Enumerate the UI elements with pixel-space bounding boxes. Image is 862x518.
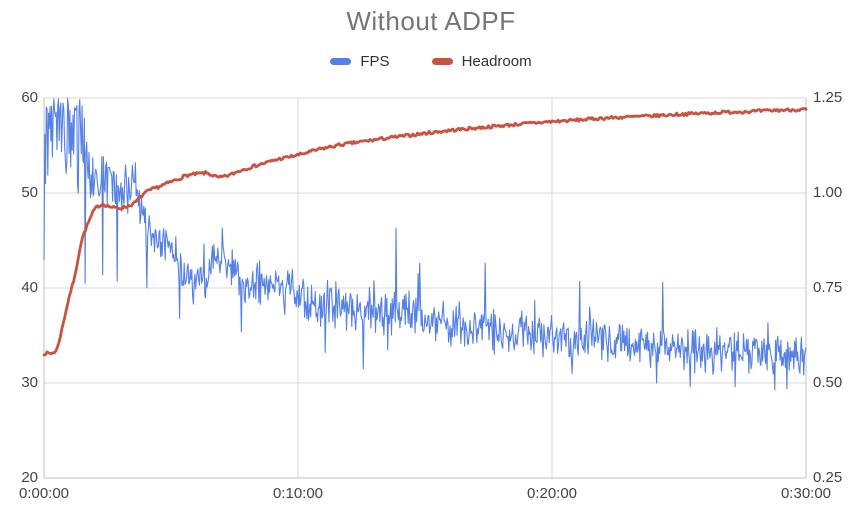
y-left-tick-label: 40	[21, 279, 38, 296]
x-axis-tick-label: 0:20:00	[526, 485, 578, 502]
x-axis-tick-label: 0:10:00	[272, 485, 324, 502]
fps-legend-label: FPS	[360, 53, 390, 70]
y-right-tick-label: 1.00	[813, 184, 843, 201]
headroom-line	[42, 107, 808, 357]
y-left-tick-label: 60	[21, 89, 38, 106]
headroom-legend-swatch-icon	[431, 58, 453, 65]
y-right-tick-label: 1.25	[813, 89, 843, 106]
y-left-tick-label: 30	[21, 374, 38, 391]
x-axis-tick-label: 0:00:00	[18, 485, 70, 502]
legend: FPS Headroom	[0, 53, 862, 70]
fps-legend-swatch-icon	[330, 58, 352, 65]
x-axis-tick-label: 0:30:00	[780, 485, 832, 502]
y-right-tick-label: 0.75	[813, 279, 843, 296]
fps-line	[43, 97, 807, 391]
headroom-legend-label: Headroom	[461, 53, 532, 70]
y-right-tick-label: 0.50	[813, 374, 843, 391]
y-right-tick-label: 0.25	[813, 469, 843, 486]
chart-title: Without ADPF	[346, 6, 516, 36]
y-left-tick-label: 50	[21, 184, 38, 201]
legend-item-headroom: Headroom	[431, 53, 532, 70]
legend-item-fps: FPS	[330, 53, 390, 70]
y-left-tick-label: 20	[21, 469, 38, 486]
